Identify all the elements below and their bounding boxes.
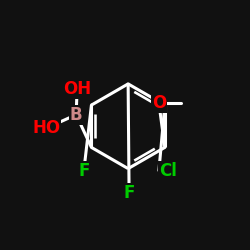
Text: F: F [124,184,135,202]
Text: O: O [152,94,166,112]
Text: OH: OH [63,80,91,98]
Text: Cl: Cl [159,162,177,180]
Text: F: F [78,162,90,180]
Text: B: B [70,106,82,124]
Text: HO: HO [32,119,60,137]
